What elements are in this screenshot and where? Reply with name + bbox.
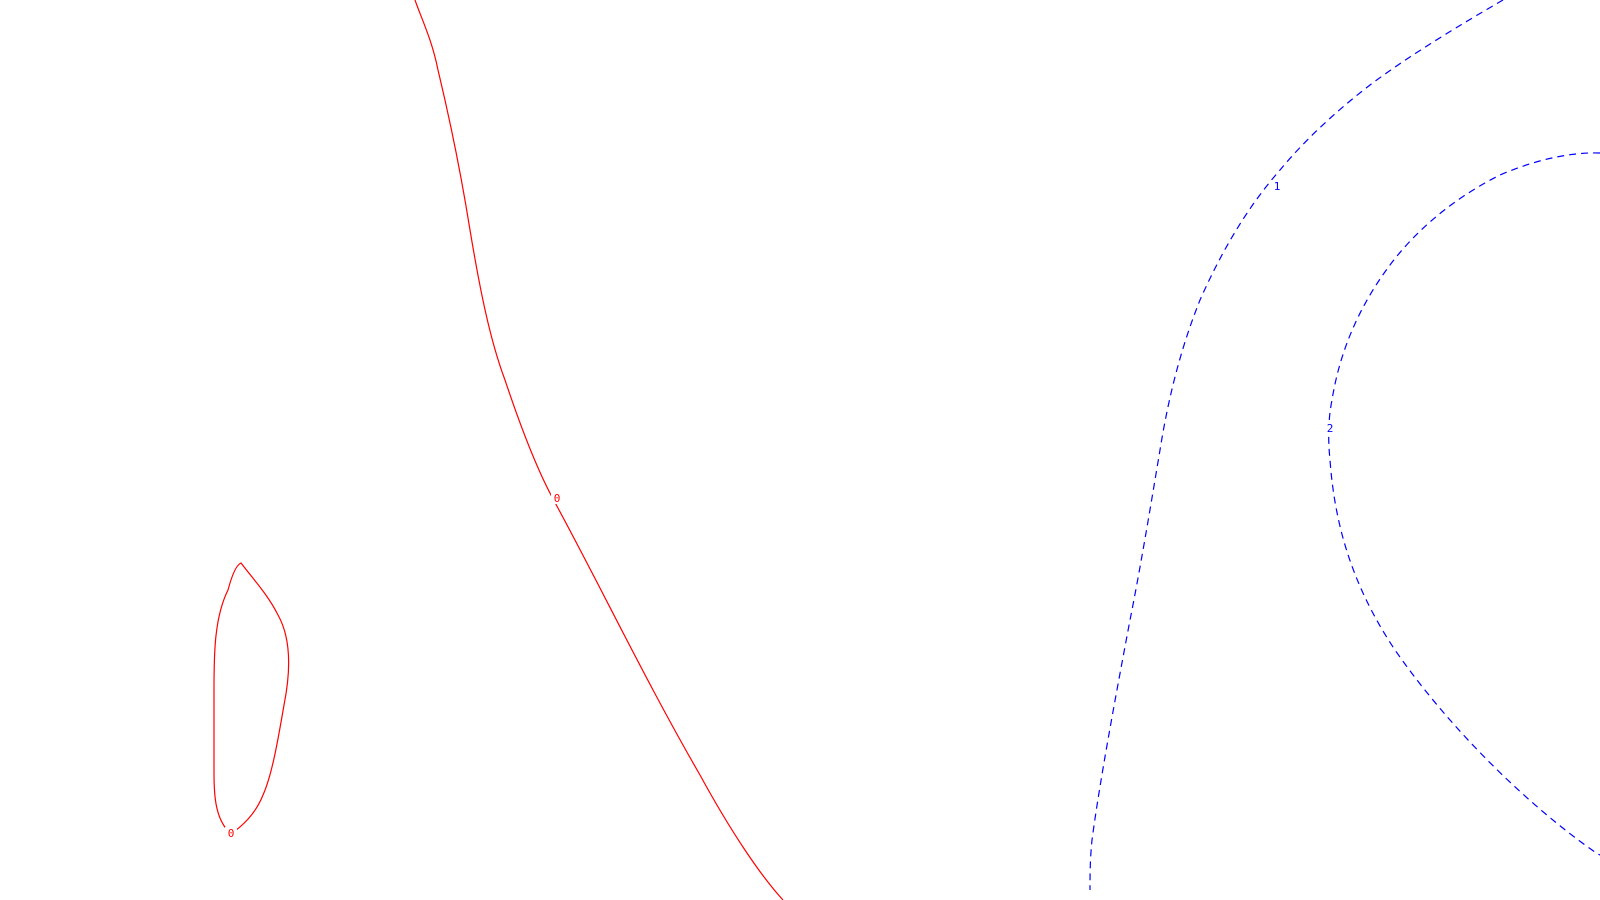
- contour-line-2: [1328, 152, 1600, 856]
- contour-line-0: [414, 0, 784, 900]
- contour-line-1: [1089, 0, 1504, 891]
- contour-label-0: 0: [554, 492, 561, 505]
- contour-label-1: 1: [1274, 180, 1281, 193]
- contour-label-0-loop: 0: [228, 827, 235, 840]
- contour-label-2: 2: [1327, 422, 1334, 435]
- contour-line-0-loop: [213, 562, 290, 835]
